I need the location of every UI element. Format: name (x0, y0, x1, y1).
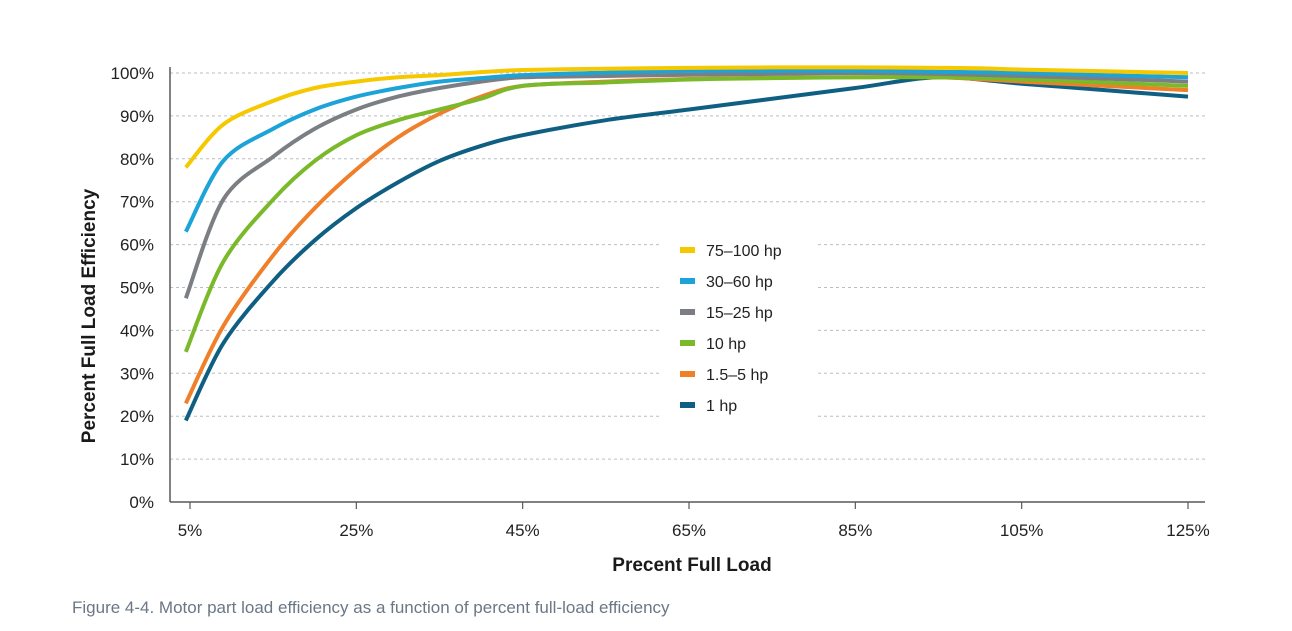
y-tick-label: 100% (111, 64, 154, 83)
y-tick-label: 80% (120, 150, 154, 169)
y-tick-label: 10% (120, 450, 154, 469)
x-tick-label: 85% (838, 521, 872, 540)
legend-swatch (680, 247, 695, 253)
y-tick-label: 30% (120, 364, 154, 383)
legend: 75–100 hp 30–60 hp 15–25 hp 10 hp 1.5–5 hp 1 … (660, 234, 816, 420)
legend-swatch (680, 402, 695, 408)
series-line (184, 65, 1189, 169)
series-line (184, 68, 1189, 233)
legend-label: 10 hp (706, 336, 746, 353)
legend-label: 30–60 hp (706, 274, 773, 291)
legend-swatch (680, 371, 695, 377)
legend-swatch (680, 340, 695, 346)
legend-label: 15–25 hp (706, 305, 773, 322)
series-line (183, 75, 1189, 353)
x-tick-label: 65% (672, 521, 706, 540)
y-tick-label: 90% (120, 107, 154, 126)
y-tick-labels: 0% 10% 20% 30% 40% 50% 60% 70% 80% 90% 100% (111, 64, 154, 512)
y-tick-label: 60% (120, 236, 154, 255)
legend-label: 1 hp (706, 398, 737, 415)
y-tick-label: 0% (129, 493, 154, 512)
x-axis-title: Precent Full Load (612, 555, 771, 576)
legend-background (660, 234, 816, 420)
legend-label: 75–100 hp (706, 243, 782, 260)
y-axis-title: Percent Full Load Efficiency (79, 188, 100, 443)
legend-label: 1.5–5 hp (706, 367, 768, 384)
figure-caption: Figure 4-4. Motor part load efficiency a… (72, 598, 670, 617)
x-tick-label: 5% (178, 521, 203, 540)
y-tick-label: 50% (120, 279, 154, 298)
x-tick-label: 45% (506, 521, 540, 540)
y-tick-label: 40% (120, 321, 154, 340)
series-lines (183, 65, 1189, 422)
x-tick-labels: 5% 25% 45% 65% 85% 105% 125% (178, 502, 1210, 540)
legend-swatch (680, 278, 695, 284)
x-tick-label: 105% (1000, 521, 1043, 540)
legend-swatch (680, 309, 695, 315)
y-tick-label: 70% (120, 193, 154, 212)
x-tick-label: 125% (1166, 521, 1209, 540)
y-tick-label: 20% (120, 407, 154, 426)
x-tick-label: 25% (339, 521, 373, 540)
axes (169, 67, 1205, 503)
series-line (183, 71, 1189, 299)
